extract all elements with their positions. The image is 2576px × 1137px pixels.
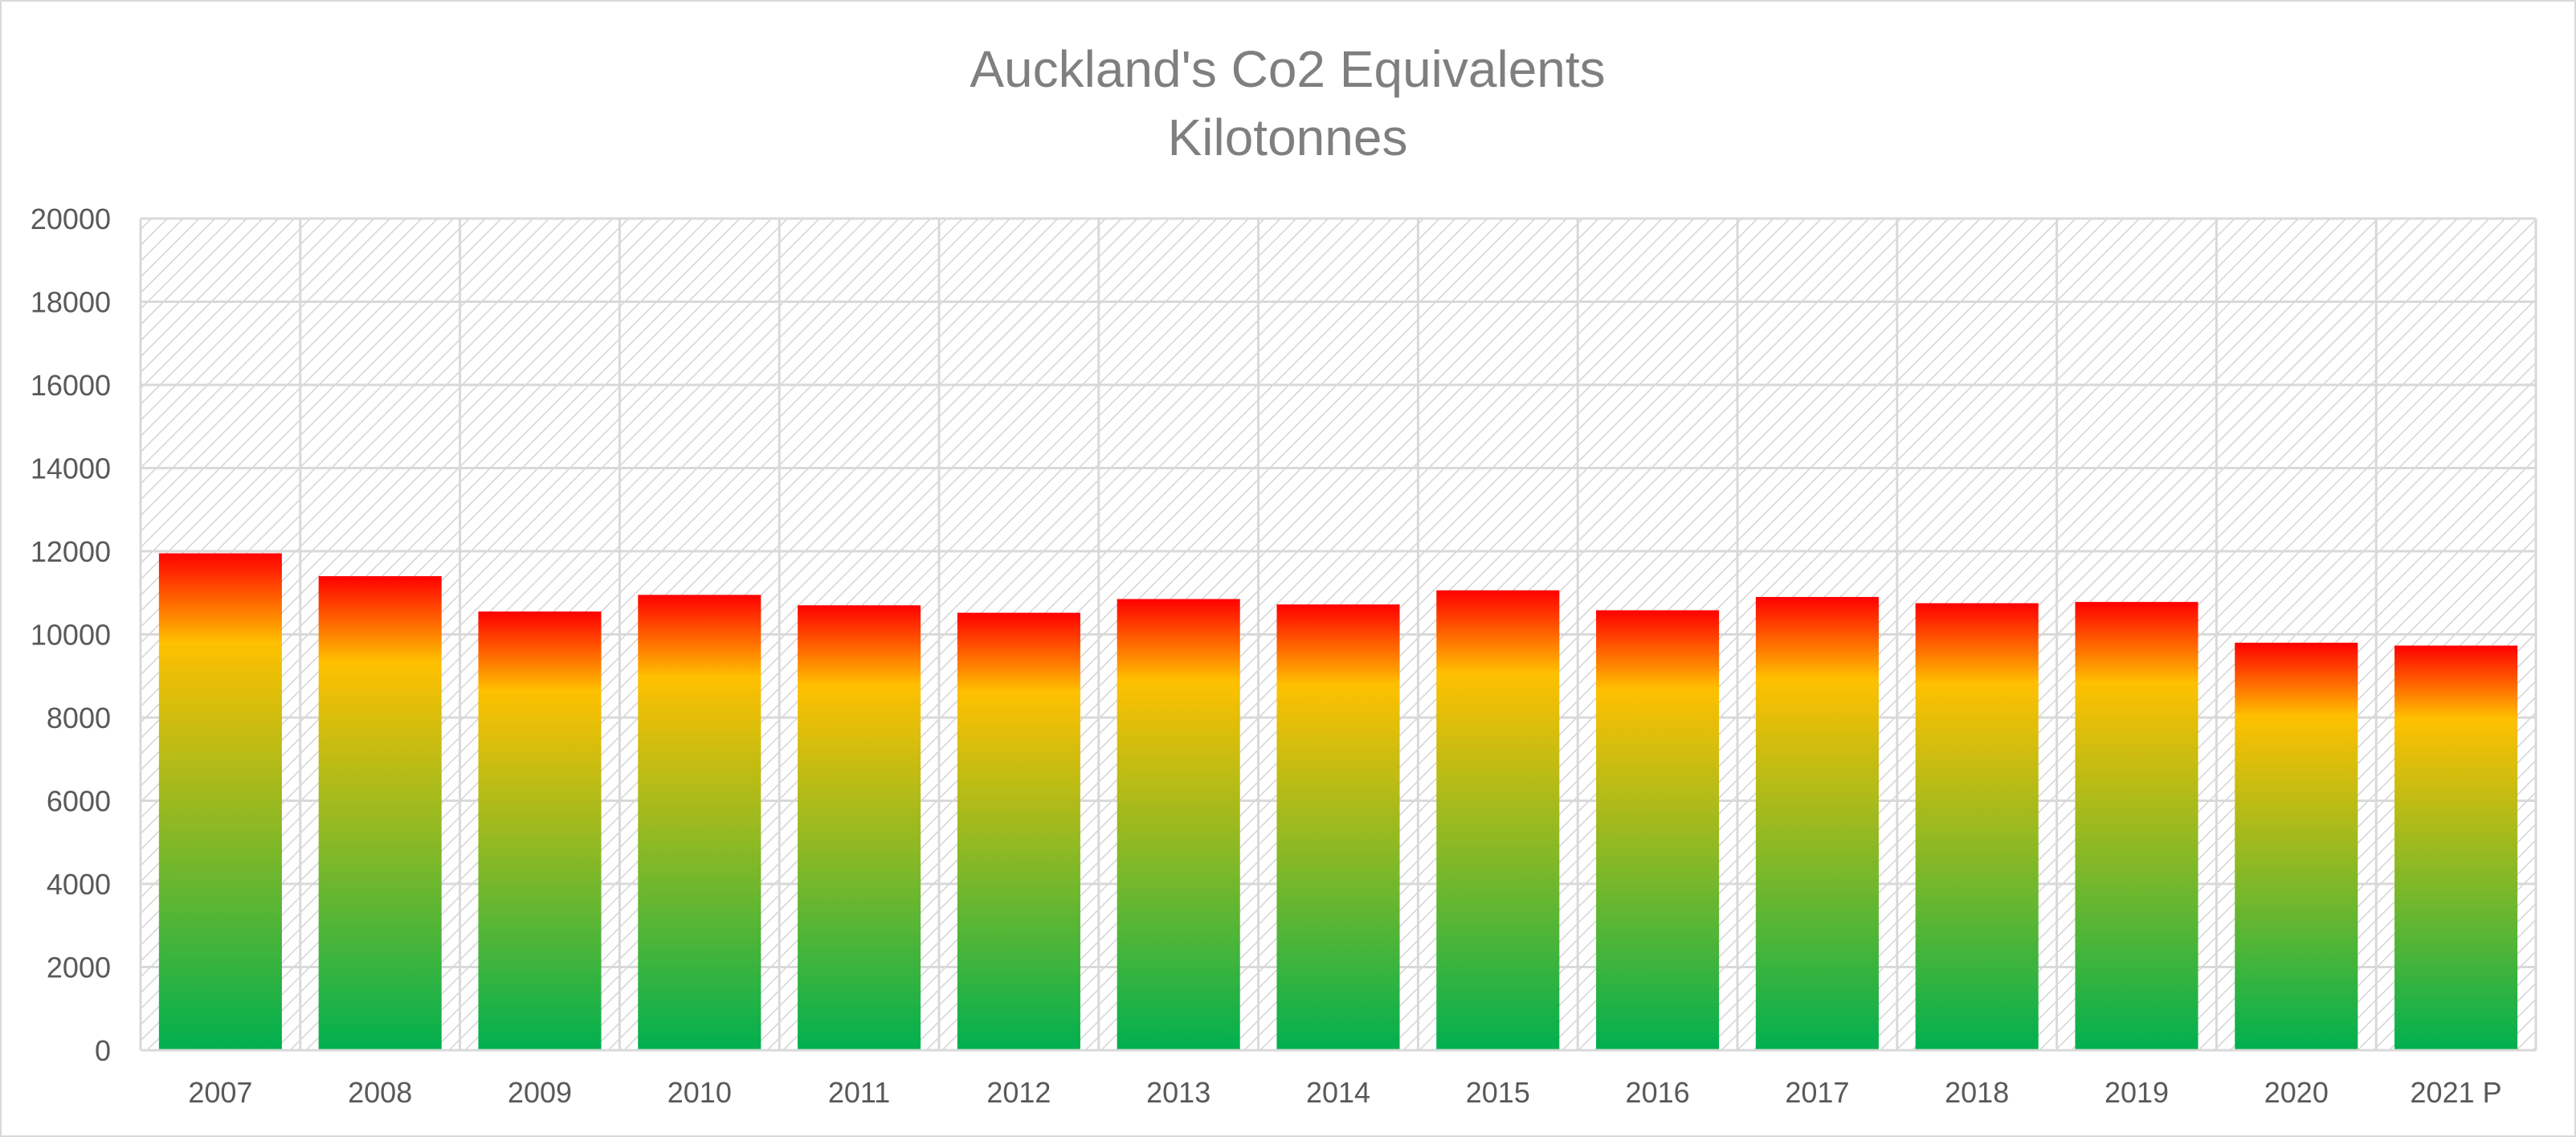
y-tick-label: 18000	[31, 286, 111, 319]
bar-2019	[2075, 602, 2198, 1050]
x-tick-label: 2008	[348, 1076, 412, 1109]
y-tick-label: 6000	[47, 785, 111, 818]
y-tick-label: 4000	[47, 868, 111, 901]
y-tick-label: 20000	[31, 202, 111, 235]
y-tick-label: 8000	[47, 701, 111, 734]
y-tick-label: 14000	[31, 452, 111, 485]
x-tick-label: 2009	[508, 1076, 572, 1109]
bar-2007	[158, 553, 282, 1050]
x-tick-label: 2017	[1785, 1076, 1849, 1109]
bar-2008	[318, 576, 442, 1050]
bar-2016	[1596, 610, 1720, 1050]
bar-2017	[1755, 596, 1879, 1050]
x-tick-label: 2015	[1466, 1076, 1530, 1109]
y-tick-label: 16000	[31, 369, 111, 402]
bars	[158, 553, 2518, 1050]
x-tick-label: 2020	[2264, 1076, 2329, 1109]
y-tick-label: 2000	[47, 951, 111, 984]
chart-title: Auckland's Co2 Equivalents	[970, 40, 1605, 98]
bar-2011	[798, 605, 921, 1050]
x-axis: 2007 2008 2009 2010 2011 2012 2013 2014 2015 2016…	[141, 1049, 2536, 1109]
x-tick-label: 2010	[667, 1076, 732, 1109]
x-tick-label: 2014	[1306, 1076, 1370, 1109]
x-tick-label: 2019	[2104, 1076, 2169, 1109]
bar-2010	[638, 595, 761, 1050]
bar-2020	[2235, 642, 2358, 1050]
x-tick-label: 2018	[1945, 1076, 2009, 1109]
x-tick-label: 2021 P	[2411, 1076, 2502, 1109]
bar-2012	[957, 612, 1080, 1050]
x-tick-label: 2016	[1626, 1076, 1690, 1109]
chart-subtitle: Kilotonnes	[1168, 108, 1408, 166]
y-axis: 0 2000 4000 6000 8000 10000 12000 14000 16000 180…	[31, 202, 111, 1067]
x-tick-label: 2011	[828, 1076, 890, 1109]
y-tick-label: 0	[95, 1034, 111, 1067]
x-tick-label: 2012	[986, 1076, 1051, 1109]
x-tick-label: 2007	[188, 1076, 252, 1109]
bar-2015	[1436, 590, 1560, 1050]
bar-2018	[1915, 603, 2039, 1050]
bar-2009	[478, 611, 602, 1050]
x-tick-label: 2013	[1146, 1076, 1210, 1109]
y-tick-label: 12000	[31, 535, 111, 568]
bar-2014	[1276, 604, 1400, 1050]
bar-2021-p	[2394, 645, 2518, 1050]
y-tick-label: 10000	[31, 619, 111, 652]
bar-2013	[1117, 599, 1240, 1050]
